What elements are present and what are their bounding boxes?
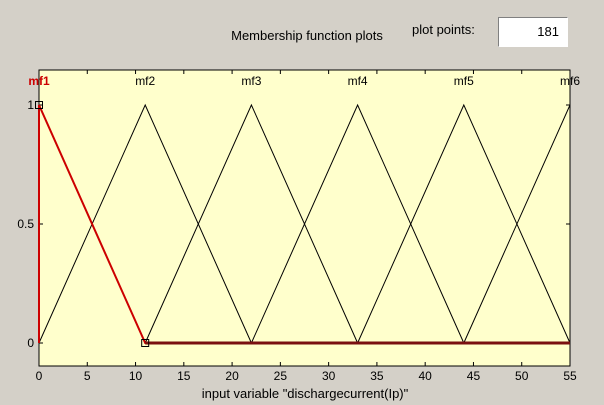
mf-curve-mf2[interactable] xyxy=(38,103,252,344)
x-tick-label: 0 xyxy=(36,369,43,383)
mf-curve-mf5[interactable] xyxy=(357,103,571,344)
mf-curve-mf4[interactable] xyxy=(250,103,465,344)
x-tick-label: 55 xyxy=(563,369,577,383)
mf-curve-mf6[interactable] xyxy=(463,104,571,344)
x-tick-label: 5 xyxy=(84,369,91,383)
x-tick-label: 50 xyxy=(515,369,529,383)
mf-label-mf5[interactable]: mf5 xyxy=(454,74,474,88)
plot-points-label: plot points: xyxy=(412,22,475,37)
x-tick-label: 45 xyxy=(467,369,481,383)
mf-label-mf4[interactable]: mf4 xyxy=(348,74,368,88)
mf-vertex-handle[interactable] xyxy=(35,101,43,109)
mf-vertex-handle[interactable] xyxy=(141,339,150,347)
plot-title: Membership function plots xyxy=(231,28,383,43)
mf-label-mf2[interactable]: mf2 xyxy=(135,74,155,88)
plot-area xyxy=(38,69,571,367)
plot-points-input[interactable]: 181 xyxy=(498,17,568,47)
mf-label-mf6[interactable]: mf6 xyxy=(560,74,580,88)
x-tick-label: 30 xyxy=(322,369,336,383)
x-tick-label: 25 xyxy=(274,369,288,383)
x-tick-label: 40 xyxy=(419,369,433,383)
x-tick-label: 15 xyxy=(177,369,191,383)
x-tick-label: 20 xyxy=(225,369,239,383)
x-tick-label: 10 xyxy=(129,369,143,383)
y-tick-label: 0 xyxy=(27,336,34,350)
mf-label-mf3[interactable]: mf3 xyxy=(241,74,261,88)
mf-label-mf1[interactable]: mf1 xyxy=(28,74,50,88)
x-axis-label: input variable "dischargecurrent(Ip)" xyxy=(201,386,409,401)
x-tick-label: 35 xyxy=(370,369,384,383)
y-tick-label: 0.5 xyxy=(17,217,34,231)
y-tick-label: 1 xyxy=(27,98,34,112)
mf-curve-mf3[interactable] xyxy=(144,103,359,344)
